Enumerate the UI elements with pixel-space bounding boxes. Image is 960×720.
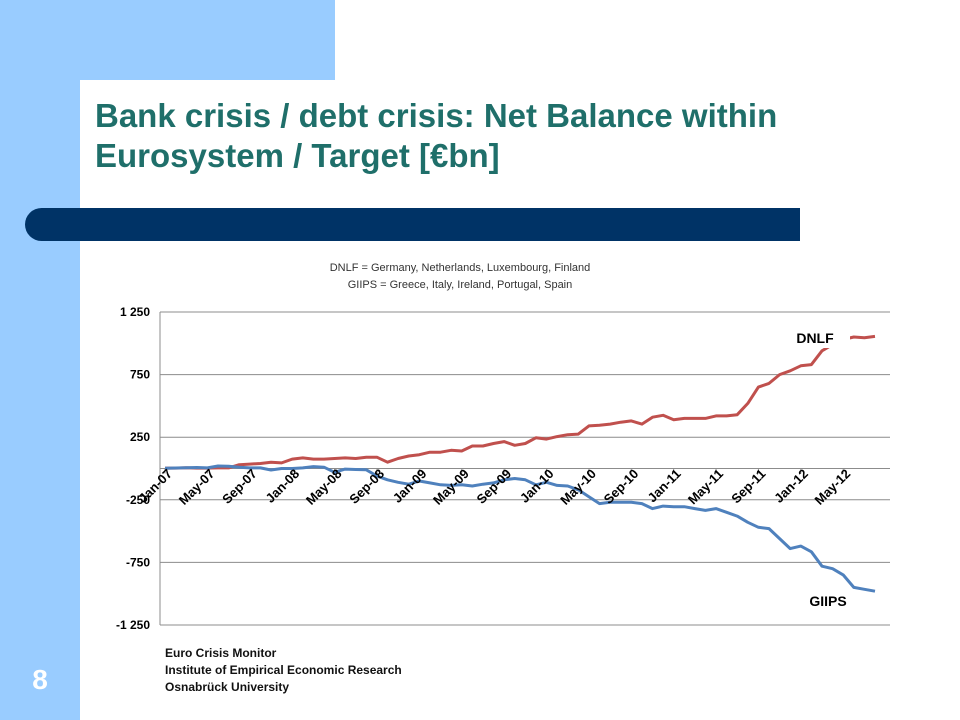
x-tick-label: May-12 [812, 466, 854, 508]
y-tick-label: -250 [126, 493, 150, 507]
dnlf-label-backing [780, 324, 850, 348]
y-tick-label: 750 [130, 368, 150, 382]
footer-line-1: Euro Crisis Monitor [165, 646, 277, 660]
footer-line-3: Osnabrück University [165, 680, 290, 694]
x-tick-label: May-08 [303, 466, 345, 508]
x-tick-label: May-09 [430, 466, 472, 508]
footer: Euro Crisis Monitor Institute of Empiric… [165, 645, 402, 696]
data-series [164, 334, 876, 593]
series-line-giips [164, 464, 876, 593]
x-tick-label: Sep-08 [346, 466, 387, 507]
gridlines [160, 311, 890, 626]
chart-subtitle-line-2: GIIPS = Greece, Italy, Ireland, Portugal… [348, 279, 573, 291]
chart-subtitle-line-1: DNLF = Germany, Netherlands, Luxembourg,… [330, 262, 591, 274]
x-tick-label: May-11 [685, 466, 726, 507]
series-label-giips: GIIPS [809, 593, 846, 609]
series-line-dnlf [165, 334, 876, 470]
slide-number: 8 [32, 664, 48, 695]
x-tick-label: Sep-07 [219, 466, 260, 507]
series-label-dnlf: DNLF [796, 330, 834, 346]
title-divider-bar [25, 208, 800, 241]
top-decor-band [80, 0, 335, 80]
x-tick-label: Sep-09 [473, 466, 514, 507]
y-tick-label: 1 250 [120, 305, 150, 319]
y-tick-label: -1 250 [116, 618, 150, 632]
page-title: Bank crisis / debt crisis: Net Balance w… [95, 97, 778, 174]
x-tick-label: Sep-10 [601, 466, 642, 507]
left-decor-strip [0, 0, 80, 720]
x-tick-label: May-07 [176, 466, 218, 508]
y-tick-label: 250 [130, 430, 150, 444]
footer-line-2: Institute of Empirical Economic Research [165, 663, 402, 677]
line-chart: DNLF = Germany, Netherlands, Luxembourg,… [116, 262, 890, 632]
y-tick-label: -750 [126, 555, 150, 569]
